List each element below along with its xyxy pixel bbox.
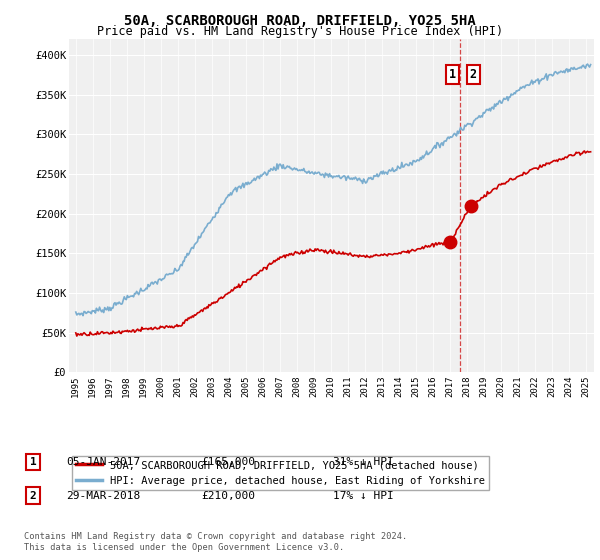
Text: Price paid vs. HM Land Registry's House Price Index (HPI): Price paid vs. HM Land Registry's House … [97,25,503,38]
Text: £210,000: £210,000 [201,491,255,501]
Text: 31% ↓ HPI: 31% ↓ HPI [333,457,394,467]
Legend: 50A, SCARBOROUGH ROAD, DRIFFIELD, YO25 5HA (detached house), HPI: Average price,: 50A, SCARBOROUGH ROAD, DRIFFIELD, YO25 5… [71,456,489,490]
Text: Contains HM Land Registry data © Crown copyright and database right 2024.
This d: Contains HM Land Registry data © Crown c… [24,532,407,552]
Text: £165,000: £165,000 [201,457,255,467]
Text: 1: 1 [29,457,37,467]
Text: 1: 1 [449,68,457,81]
Text: 05-JAN-2017: 05-JAN-2017 [66,457,140,467]
Text: 2: 2 [470,68,477,81]
Text: 29-MAR-2018: 29-MAR-2018 [66,491,140,501]
Text: 17% ↓ HPI: 17% ↓ HPI [333,491,394,501]
Text: 50A, SCARBOROUGH ROAD, DRIFFIELD, YO25 5HA: 50A, SCARBOROUGH ROAD, DRIFFIELD, YO25 5… [124,14,476,28]
Text: 2: 2 [29,491,37,501]
